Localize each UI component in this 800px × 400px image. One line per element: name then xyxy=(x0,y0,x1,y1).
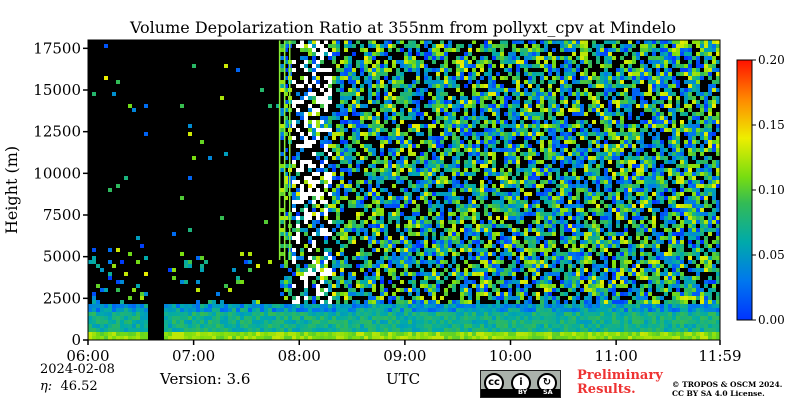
x-tick-label: 10:00 xyxy=(489,347,532,365)
chart-title: Volume Depolarization Ratio at 355nm fro… xyxy=(129,18,676,37)
y-tick-label: 0 xyxy=(71,331,81,349)
eta-label: η: 46.52 xyxy=(40,379,98,394)
colorbar-tick-label: 0.15 xyxy=(758,118,785,132)
copyright-notice: © TROPOS & OSCM 2024. CC BY SA 4.0 Licen… xyxy=(672,380,783,398)
x-tick-label: 08:00 xyxy=(278,347,321,365)
y-tick-label: 7500 xyxy=(43,206,81,224)
y-tick-label: 10000 xyxy=(33,164,81,182)
signal-line xyxy=(278,40,281,260)
y-tick-label: 15000 xyxy=(33,81,81,99)
plot-frame xyxy=(87,39,721,341)
colorbar-tick-label: 0.10 xyxy=(758,183,785,197)
y-axis-label: Height (m) xyxy=(2,146,21,234)
x-axis-label: UTC xyxy=(386,370,421,388)
signal-line xyxy=(288,40,291,260)
colorbar-tick-label: 0.05 xyxy=(758,248,785,262)
y-tick-label: 12500 xyxy=(33,123,81,141)
y-axis: 0 2500 5000 7500 10000 12500 15000 17500 xyxy=(33,39,88,349)
x-tick-label: 06:00 xyxy=(66,347,109,365)
heatmap-cells xyxy=(87,39,721,341)
signal-line xyxy=(283,40,286,260)
x-tick-label: 11:59 xyxy=(698,347,741,365)
cc-by-sa-icon: cc i ↻ BY SA xyxy=(480,370,561,398)
x-tick-label: 09:00 xyxy=(383,347,426,365)
y-tick-label: 2500 xyxy=(43,289,81,307)
date-label: 2024-02-08 xyxy=(40,362,115,377)
colorbar-axis: 0.00 0.05 0.10 0.15 0.20 xyxy=(752,53,785,327)
y-tick-label: 17500 xyxy=(33,39,81,57)
colorbar-tick-label: 0.20 xyxy=(758,53,785,67)
x-tick-label: 11:00 xyxy=(595,347,638,365)
x-axis: 06:00 07:00 08:00 09:00 10:00 11:00 11:59 xyxy=(66,340,742,365)
colorbar xyxy=(736,59,753,321)
x-tick-label: 07:00 xyxy=(172,347,215,365)
y-tick-label: 5000 xyxy=(43,248,81,266)
version-label: Version: 3.6 xyxy=(160,370,251,388)
colorbar-tick-label: 0.00 xyxy=(758,313,785,327)
preliminary-notice: Preliminary Results. xyxy=(577,368,663,397)
